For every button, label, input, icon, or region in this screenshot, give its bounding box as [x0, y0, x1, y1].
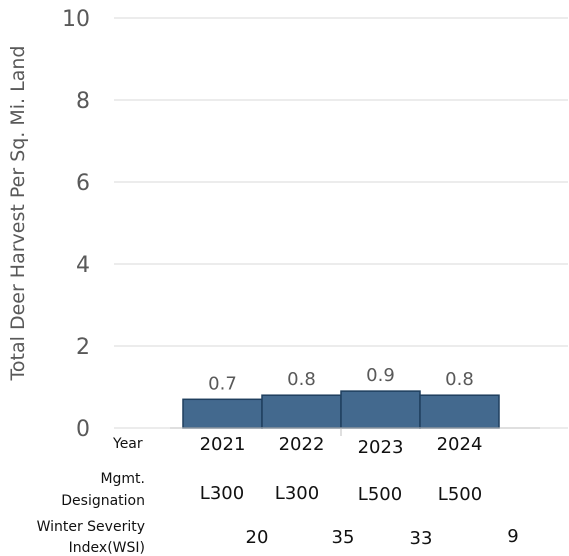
y-tick-label: 4 — [76, 253, 90, 278]
bars — [182, 390, 500, 429]
data-label: 0.7 — [208, 373, 237, 394]
x-axis — [170, 427, 540, 436]
x-tick-label: 2024 — [437, 434, 483, 455]
mgmt-value: L300 — [200, 483, 244, 504]
y-tick-label: 8 — [76, 89, 90, 114]
bar-2023 — [340, 390, 421, 429]
y-axis-label: Total Deer Harvest Per Sq. Mi. Land — [7, 46, 29, 382]
mgmt-header-line1: Mgmt. — [100, 471, 145, 487]
gridlines — [114, 17, 568, 429]
y-tick-label: 6 — [76, 171, 90, 196]
data-label: 0.8 — [287, 369, 316, 390]
x-tick-labels: 2021 2022 2023 2024 — [200, 434, 483, 458]
wsi-value: 35 — [332, 527, 355, 548]
wsi-value: 33 — [410, 528, 433, 549]
wsi-value: 9 — [507, 526, 518, 547]
data-labels: 0.7 0.8 0.9 0.8 — [208, 365, 474, 394]
wsi-header-line2: Index(WSI) — [69, 540, 145, 556]
mgmt-values: L300 L300 L500 L500 — [200, 483, 482, 505]
bar-2024 — [419, 394, 500, 429]
data-label: 0.8 — [445, 369, 474, 390]
mgmt-header-line2: Designation — [61, 493, 145, 509]
bar-2021 — [182, 398, 263, 429]
wsi-header-line1: Winter Severity — [37, 519, 145, 535]
mgmt-value: L300 — [275, 483, 319, 504]
x-tick-label: 2022 — [279, 434, 325, 455]
wsi-values: 20 35 33 9 — [246, 526, 519, 549]
wsi-value: 20 — [246, 527, 269, 548]
y-tick-label: 2 — [76, 335, 90, 360]
data-label: 0.9 — [366, 365, 395, 386]
y-tick-label: 10 — [62, 7, 90, 32]
y-tick-labels: 0 2 4 6 8 10 — [62, 7, 90, 442]
bar-2022 — [261, 394, 342, 429]
x-tick-label: 2023 — [358, 437, 404, 458]
x-tick-label: 2021 — [200, 434, 246, 455]
mgmt-value: L500 — [438, 484, 482, 505]
mgmt-value: L500 — [358, 484, 402, 505]
y-tick-label: 0 — [76, 417, 90, 442]
category-table: Year Mgmt. Designation Winter Severity I… — [37, 434, 519, 556]
year-header: Year — [112, 436, 143, 452]
